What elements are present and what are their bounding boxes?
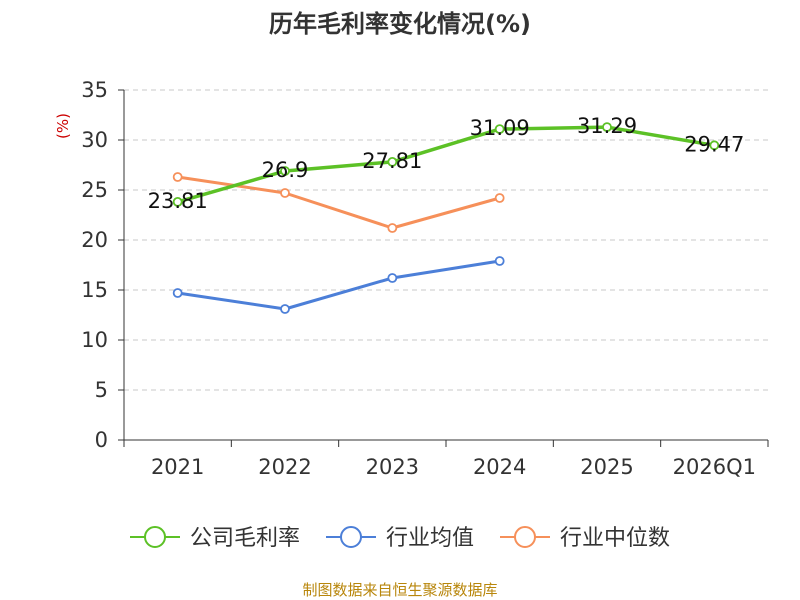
data-point [387, 156, 398, 167]
source-note: 制图数据来自恒生聚源数据库 [302, 581, 497, 599]
y-tick-label: 20 [81, 228, 108, 252]
legend-marker-circle [340, 526, 362, 548]
x-tick-label: 2021 [151, 455, 204, 479]
data-point [280, 188, 290, 198]
legend-label: 公司毛利率 [190, 526, 300, 551]
data-point [387, 273, 398, 283]
legend-marker-circle [144, 526, 166, 548]
legend-label: 行业均值 [386, 526, 474, 551]
series-layer [172, 122, 720, 314]
x-tick-label: 2024 [473, 455, 526, 479]
series-line-3 [177, 175, 501, 230]
y-tick-label: 25 [81, 178, 108, 202]
data-point [494, 124, 505, 135]
x-tick-label: 2022 [258, 455, 311, 479]
data-label: 31.29 [577, 114, 637, 138]
data-label: 31.09 [470, 116, 530, 140]
data-label: 27.81 [362, 149, 422, 173]
legend: 公司毛利率 行业均值 行业中位数 [130, 526, 670, 551]
label-layer: 23.81 26.9 27.81 31.09 31.29 29.47 [148, 114, 745, 213]
y-axis-label: (%) [54, 113, 72, 139]
legend-item: 行业中位数 [500, 526, 670, 551]
chart-title: 历年毛利率变化情况(%) [269, 10, 531, 38]
grid-layer [124, 89, 768, 391]
data-label: 23.81 [148, 189, 208, 213]
y-tick-label: 35 [81, 78, 108, 102]
y-tick-label: 30 [81, 128, 108, 152]
y-tick-label: 15 [81, 278, 108, 302]
data-point [172, 288, 183, 298]
y-tick-label: 0 [95, 428, 108, 452]
data-label: 26.9 [262, 158, 309, 182]
data-point [280, 166, 290, 176]
legend-label: 行业中位数 [560, 526, 670, 551]
series-line-2 [177, 259, 500, 311]
data-point [709, 140, 720, 151]
series-line-1 [177, 125, 715, 204]
x-tick-label: 2026Q1 [673, 455, 756, 479]
data-point [172, 172, 183, 182]
y-tick-label: 10 [81, 328, 108, 352]
data-label: 29.47 [684, 132, 744, 156]
legend-item: 公司毛利率 [130, 526, 300, 551]
data-point [280, 304, 290, 314]
x-tick-label: 2023 [366, 455, 419, 479]
legend-marker-circle [514, 526, 536, 548]
data-point [172, 196, 183, 207]
y-tick-label: 5 [95, 378, 108, 402]
x-tick-label: 2025 [580, 455, 633, 479]
data-point [387, 223, 398, 233]
data-point [494, 256, 505, 266]
data-point [602, 122, 612, 132]
legend-item: 行业均值 [326, 526, 474, 551]
data-point [494, 193, 505, 203]
